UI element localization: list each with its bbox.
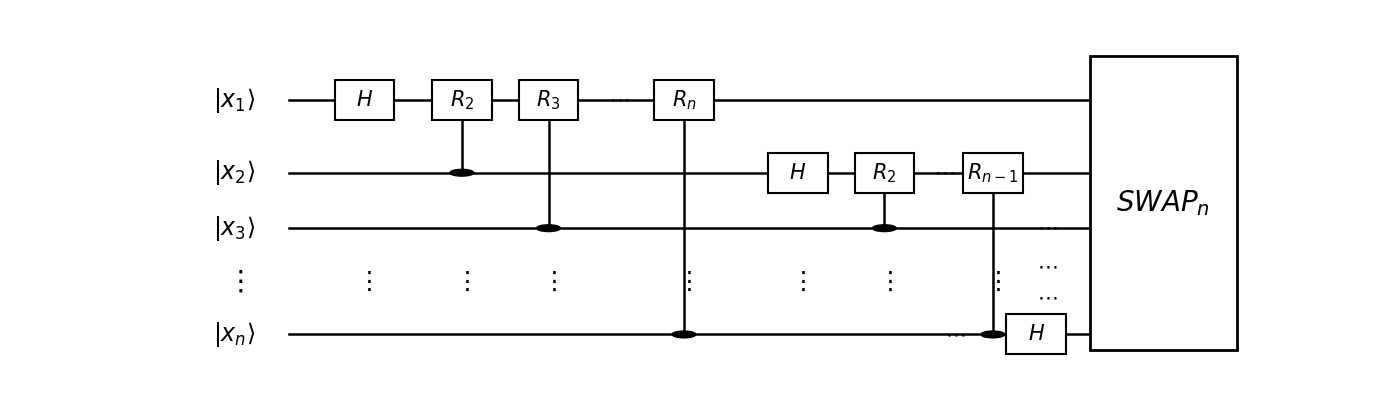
Text: $\cdots$: $\cdots$ [608, 91, 629, 110]
Text: $R_{n}$: $R_{n}$ [671, 88, 696, 112]
Text: $\vdots$: $\vdots$ [454, 270, 470, 294]
Circle shape [537, 225, 561, 232]
Text: $|x_3\rangle$: $|x_3\rangle$ [214, 214, 256, 243]
Bar [654, 80, 714, 120]
Text: $\cdots$: $\cdots$ [945, 325, 965, 344]
Text: $\vdots$: $\vdots$ [541, 270, 556, 294]
Text: $\vdots$: $\vdots$ [984, 270, 1001, 294]
Text: $R_{3}$: $R_{3}$ [537, 88, 561, 112]
Bar [334, 80, 394, 120]
Text: $\vdots$: $\vdots$ [877, 270, 892, 294]
Bar [1007, 314, 1065, 354]
Circle shape [872, 225, 896, 232]
Text: $\cdots$: $\cdots$ [1037, 257, 1057, 276]
Text: $\vdots$: $\vdots$ [356, 270, 372, 294]
Text: $H$: $H$ [355, 90, 373, 110]
Text: $H$: $H$ [788, 163, 807, 183]
Text: $R_{{n-1}}$: $R_{{n-1}}$ [967, 161, 1019, 184]
Bar [432, 80, 492, 120]
Text: $\cdots$: $\cdots$ [1037, 219, 1057, 238]
Text: $R_{2}$: $R_{2}$ [450, 88, 474, 112]
Text: $|x_1\rangle$: $|x_1\rangle$ [214, 86, 256, 115]
Text: $\cdots$: $\cdots$ [1037, 288, 1057, 307]
Text: $\cdots$: $\cdots$ [934, 163, 955, 182]
Text: $|x_2\rangle$: $|x_2\rangle$ [214, 158, 256, 187]
Bar [519, 80, 579, 120]
Text: $\vdots$: $\vdots$ [790, 270, 805, 294]
Circle shape [981, 331, 1005, 338]
Bar [768, 153, 828, 193]
Bar [963, 153, 1022, 193]
Circle shape [450, 169, 474, 176]
Text: $\vdots$: $\vdots$ [677, 270, 692, 294]
Text: $R_{2}$: $R_{2}$ [872, 161, 896, 184]
Text: $\vdots$: $\vdots$ [225, 268, 243, 296]
Text: $|x_n\rangle$: $|x_n\rangle$ [214, 320, 256, 349]
Text: $H$: $H$ [1028, 324, 1044, 344]
Circle shape [672, 331, 696, 338]
Text: $SWAP_n$: $SWAP_n$ [1117, 188, 1211, 218]
Bar [1090, 56, 1236, 350]
Bar [854, 153, 914, 193]
